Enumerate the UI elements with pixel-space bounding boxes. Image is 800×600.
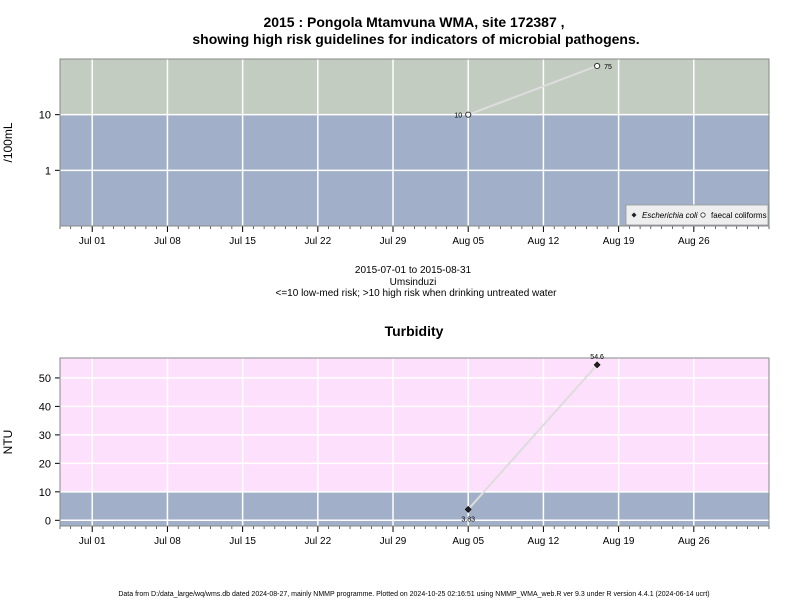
- y-tick-label: 40: [39, 401, 51, 413]
- x-tick-label: Jul 01: [79, 236, 106, 247]
- legend-marker-faecal-coliforms: [700, 212, 706, 218]
- microbial-subtitle: 2015-07-01 to 2015-08-31 Umsinduzi <=10 …: [276, 265, 558, 299]
- x-tick-label: Aug 05: [452, 536, 484, 547]
- subtitle-risk-note: <=10 low-med risk; >10 high risk when dr…: [276, 288, 558, 299]
- y-tick-label: 20: [39, 458, 51, 470]
- x-tick-label: Jul 08: [154, 536, 181, 547]
- y-tick-label: 0: [45, 515, 51, 527]
- legend-box: [625, 204, 769, 226]
- data-label: 3.83: [461, 516, 475, 523]
- x-tick-label: Jul 08: [154, 236, 181, 247]
- x-tick-label: Aug 19: [603, 536, 635, 547]
- series-line: [467, 364, 598, 511]
- legend-label-e-coli: Escherichia coli: [642, 211, 698, 220]
- x-tick-label: Aug 19: [603, 236, 635, 247]
- y-tick-label: 10: [39, 110, 51, 122]
- chart-title-line-2: showing high risk guidelines for indicat…: [192, 31, 639, 47]
- x-tick-label: Aug 26: [678, 236, 710, 247]
- high-risk-band: [60, 358, 769, 492]
- x-tick-label: Aug 05: [452, 236, 484, 247]
- x-tick-label: Jul 29: [380, 536, 407, 547]
- data-point: [464, 505, 472, 513]
- data-label: 75: [604, 64, 612, 71]
- subtitle-place: Umsinduzi: [390, 277, 437, 288]
- x-tick-label: Jul 22: [304, 536, 331, 547]
- x-tick-label: Aug 26: [678, 536, 710, 547]
- chart-title: Turbidity: [385, 323, 444, 339]
- chart-title-line-1: 2015 : Pongola Mtamvuna WMA, site 172387…: [263, 14, 564, 30]
- legend-label-faecal-coliforms: faecal coliforms: [711, 211, 767, 220]
- y-axis-label: NTU: [1, 430, 15, 455]
- data-point: [465, 111, 472, 118]
- high-risk-band: [60, 59, 769, 115]
- series-line: [467, 65, 598, 116]
- y-tick-label: 10: [39, 487, 51, 499]
- y-axis-label: /100mL: [1, 122, 15, 162]
- plot-frame: [59, 58, 770, 227]
- x-tick-label: Jul 15: [229, 536, 256, 547]
- y-tick-label: 1: [45, 165, 51, 177]
- x-tick-label: Aug 12: [528, 536, 560, 547]
- data-label: 10: [454, 113, 462, 120]
- legend-marker-e-coli: [631, 212, 637, 218]
- x-tick-label: Aug 12: [528, 236, 560, 247]
- legend: Escherichia coli faecal coliforms: [625, 204, 769, 226]
- y-tick-label: 30: [39, 430, 51, 442]
- subtitle-date-range: 2015-07-01 to 2015-08-31: [355, 265, 472, 276]
- y-tick-label: 50: [39, 373, 51, 385]
- footer-note: Data from D:/data_large/wq/wms.db dated …: [118, 591, 709, 598]
- data-point: [594, 62, 601, 70]
- microbial-chart: 2015 : Pongola Mtamvuna WMA, site 172387…: [1, 14, 770, 247]
- data-point: [593, 361, 601, 369]
- x-tick-label: Jul 22: [304, 236, 331, 247]
- plot-frame: [59, 357, 770, 527]
- turbidity-chart: Turbidity Jul 01 Jul 08 Jul 15 Jul 22 Jul 29 A…: [1, 323, 770, 547]
- x-tick-label: Jul 15: [229, 236, 256, 247]
- x-tick-label: Jul 01: [79, 536, 106, 547]
- data-label: 54.6: [590, 354, 604, 361]
- x-tick-label: Jul 29: [380, 236, 407, 247]
